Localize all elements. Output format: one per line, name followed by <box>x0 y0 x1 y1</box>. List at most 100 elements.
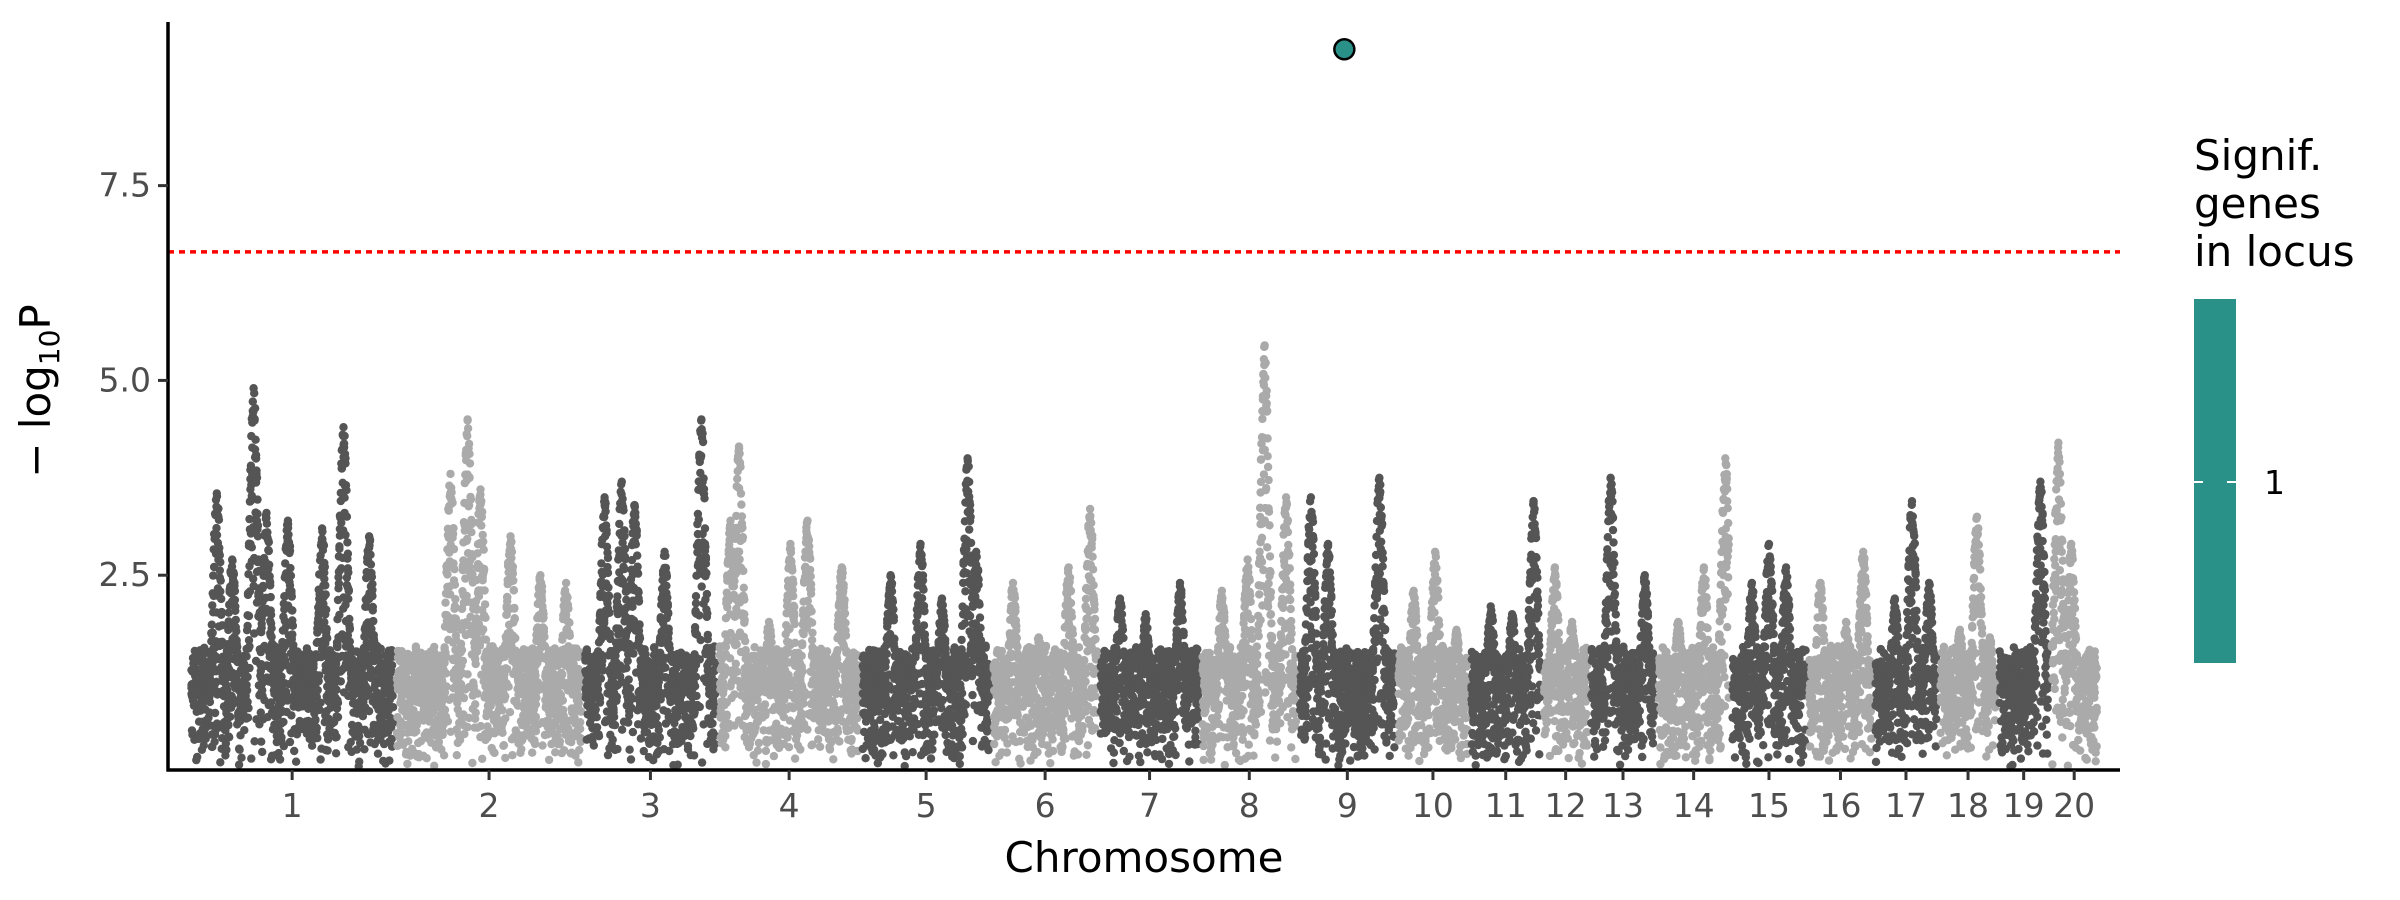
snp-point <box>784 743 794 752</box>
snp-point <box>596 674 606 683</box>
snp-point <box>249 574 258 583</box>
snp-point <box>807 618 817 627</box>
snp-point <box>289 640 298 650</box>
snp-point <box>242 652 251 661</box>
snp-point <box>465 449 474 459</box>
snp-point <box>285 542 295 551</box>
snp-point <box>319 541 329 550</box>
snp-point <box>341 530 350 540</box>
snp-point <box>366 560 376 569</box>
snp-point <box>250 416 259 425</box>
snp-point <box>807 635 817 645</box>
snp-point <box>244 611 254 621</box>
snp-point <box>655 733 664 742</box>
snp-point <box>212 677 221 686</box>
snp-point <box>694 515 703 524</box>
snp-point <box>368 602 377 612</box>
snp-point <box>697 451 706 460</box>
snp-point <box>471 708 480 717</box>
snp-point <box>733 474 742 483</box>
snp-point <box>635 620 644 630</box>
snp-point <box>806 589 816 598</box>
snp-point <box>478 507 487 517</box>
snp-point <box>216 758 225 767</box>
snp-point <box>212 523 221 533</box>
snp-point <box>595 698 605 707</box>
snp-point <box>283 516 293 525</box>
snp-point <box>477 496 486 506</box>
snp-point <box>285 737 295 747</box>
snp-point <box>815 742 825 751</box>
snp-point <box>288 606 297 615</box>
snp-point <box>536 571 545 580</box>
snp-point <box>634 597 644 606</box>
snp-point <box>769 751 779 761</box>
snp-point <box>253 521 263 530</box>
snp-point <box>839 580 848 589</box>
snp-point <box>806 572 815 581</box>
snp-point <box>208 628 217 637</box>
snp-point <box>753 746 763 755</box>
snp-point <box>446 469 455 479</box>
snp-point <box>761 746 771 756</box>
snp-point <box>266 581 275 590</box>
snp-point <box>635 634 645 643</box>
snp-point <box>662 581 671 590</box>
snp-point <box>604 583 613 592</box>
snp-point <box>790 619 799 629</box>
snp-point <box>840 609 850 618</box>
snp-point <box>223 686 232 695</box>
snp-point <box>333 698 343 707</box>
snp-point <box>741 636 750 646</box>
snp-point <box>481 613 490 622</box>
snp-point <box>468 758 477 768</box>
snp-point <box>438 730 447 740</box>
snp-point <box>739 566 748 576</box>
snp-point <box>604 592 614 601</box>
snp-point <box>201 734 210 743</box>
snp-point <box>210 708 220 718</box>
snp-point <box>761 759 771 769</box>
snp-point <box>214 504 223 513</box>
snp-point <box>207 620 216 629</box>
snp-point <box>661 663 670 672</box>
snp-point <box>277 733 286 742</box>
snp-point <box>290 746 299 756</box>
snp-point <box>443 570 452 579</box>
snp-point <box>385 756 394 765</box>
snp-point <box>245 642 254 651</box>
snp-point <box>558 696 567 705</box>
snp-point <box>243 672 252 682</box>
snp-point <box>323 746 332 755</box>
snp-point <box>695 702 704 712</box>
snp-point <box>343 538 352 547</box>
snp-point <box>321 590 330 599</box>
snp-point <box>617 477 626 486</box>
snp-point <box>215 543 224 553</box>
snp-point <box>790 609 799 618</box>
snp-point <box>825 745 835 754</box>
snp-point <box>698 429 707 438</box>
snp-point <box>336 677 345 686</box>
snp-point <box>265 560 274 569</box>
snp-point <box>738 533 748 542</box>
snp-point <box>321 581 330 590</box>
snp-point <box>634 588 643 597</box>
snp-point <box>506 532 515 541</box>
snp-point <box>652 712 661 722</box>
snp-point <box>251 435 260 444</box>
snp-point <box>505 708 515 717</box>
snp-point <box>217 607 226 617</box>
snp-point <box>625 745 634 754</box>
snp-point <box>222 745 231 754</box>
snp-point <box>630 500 639 510</box>
snp-point <box>364 707 374 716</box>
snp-point <box>790 754 800 763</box>
snp-point <box>633 569 643 578</box>
snp-point <box>465 459 475 468</box>
snp-point <box>341 459 350 468</box>
snp-point <box>603 568 613 578</box>
snp-point <box>789 579 798 588</box>
snp-point <box>575 745 584 755</box>
snp-point <box>722 710 731 719</box>
